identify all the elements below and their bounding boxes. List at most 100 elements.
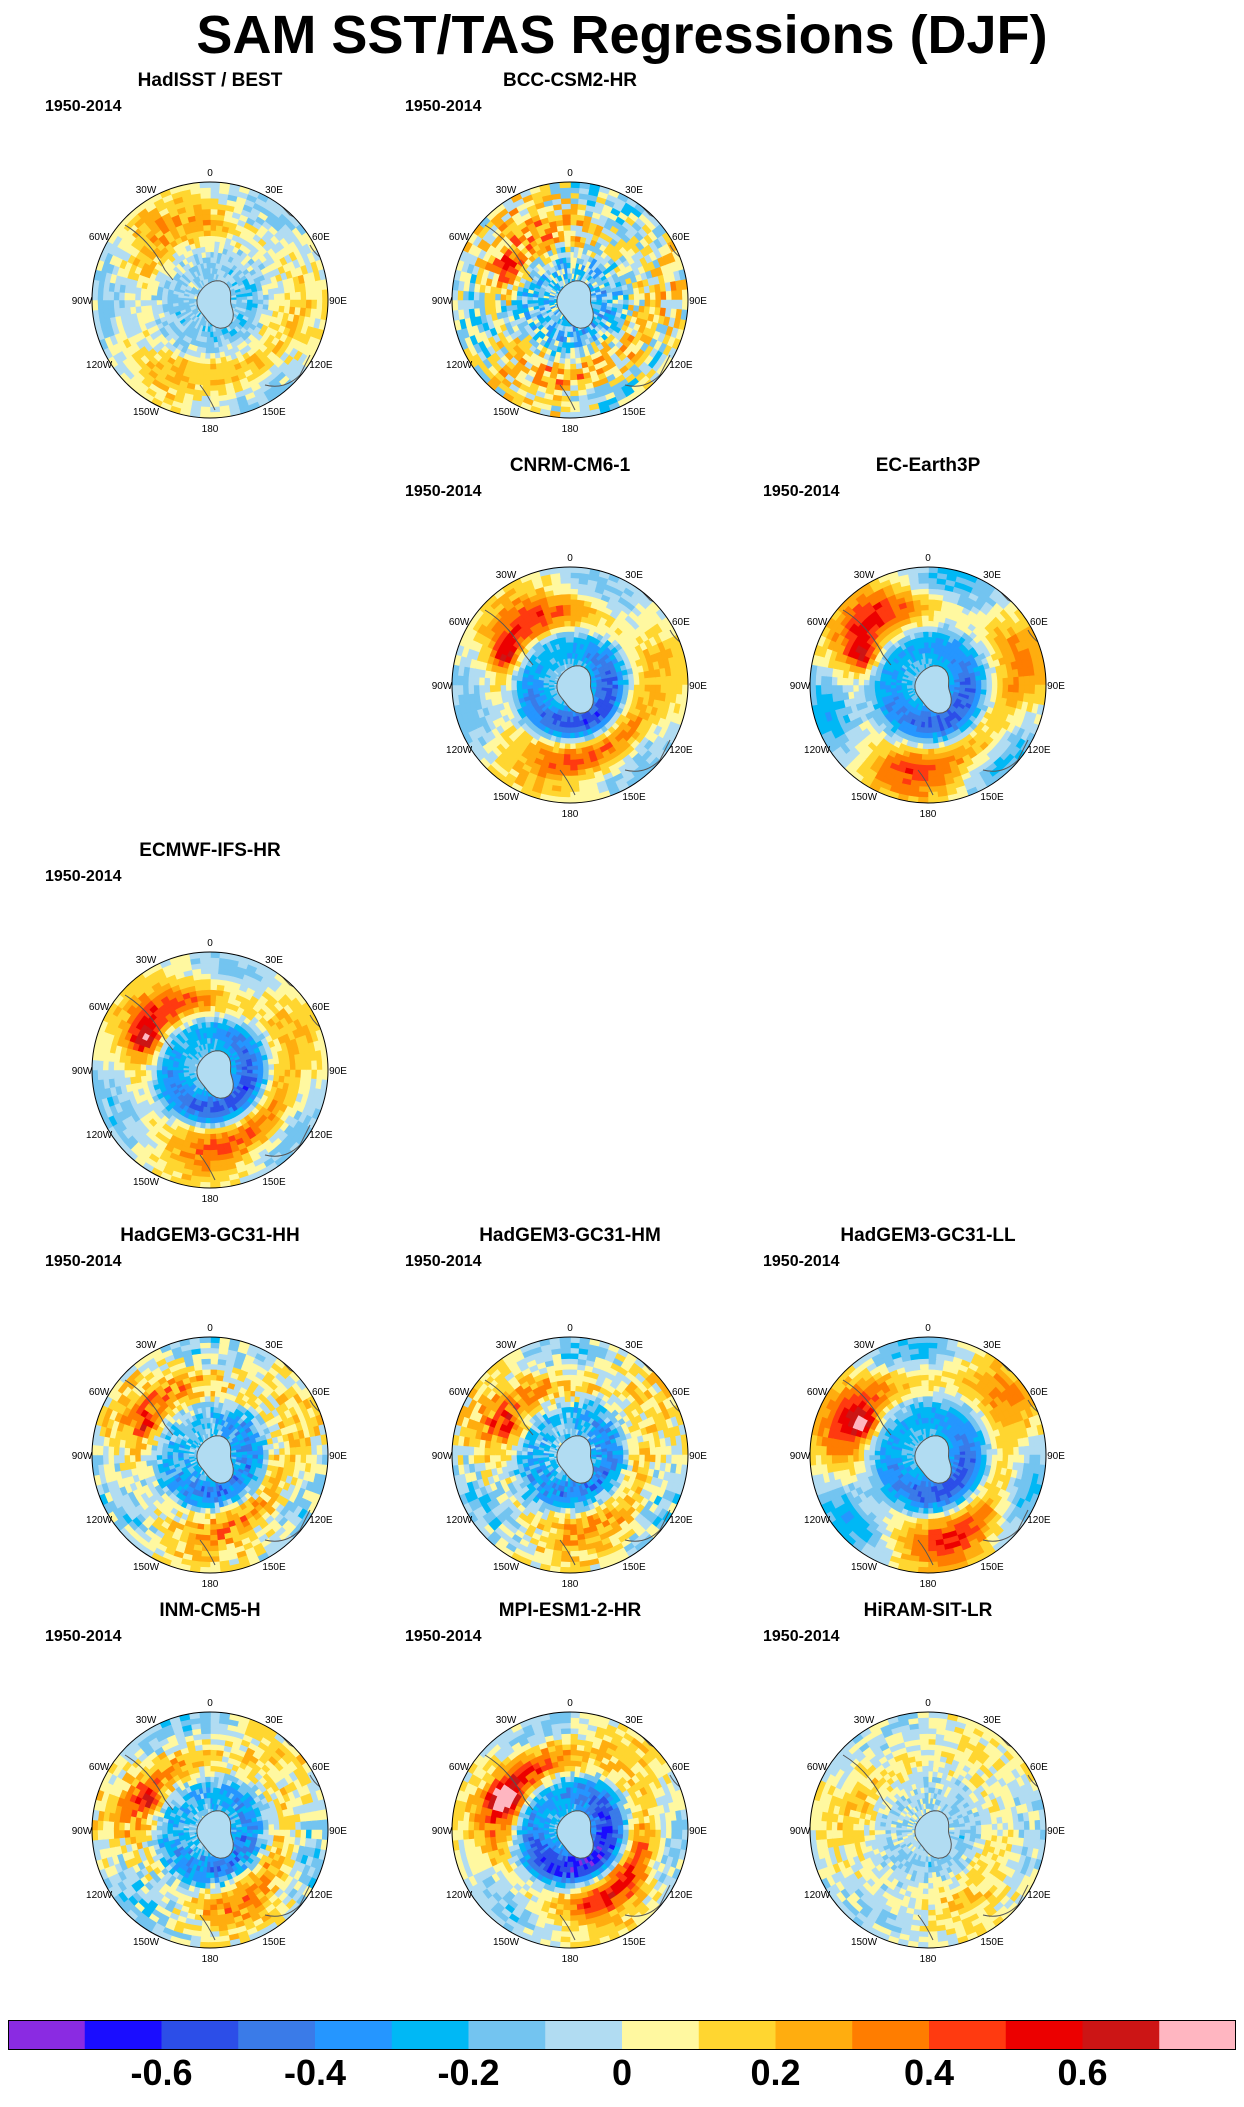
coastline (559, 769, 576, 796)
longitude-label: 60W (449, 1387, 470, 1398)
longitude-label: 150W (493, 792, 520, 803)
coastline (624, 1509, 671, 1542)
panel-title: HadGEM3-GC31-LL (840, 1225, 1016, 1246)
coastline (124, 224, 174, 281)
colorbar-segment (8, 2020, 86, 2050)
coastline (842, 609, 892, 666)
longitude-label: 90E (1047, 1826, 1065, 1837)
regression-field (452, 1337, 688, 1573)
map-boundary (451, 566, 689, 804)
map-panel: INM-CM5-H 1950-2014 0 30E 60E 90E 120E 150E 180 1… (25, 1600, 395, 1980)
longitude-label: 60E (312, 1002, 330, 1013)
map-panel: BCC-CSM2-HR 1950-2014 0 30E 60E 90E 120E 150E 18… (385, 70, 755, 450)
longitude-label: 180 (202, 424, 219, 435)
polar-map: 0 30E 60E 90E 120E 150E 180 150W 120W 90W 60W 30W (72, 1698, 348, 1965)
colorbar-segment (1159, 2020, 1236, 2050)
map-boundary (451, 181, 689, 419)
coastline (199, 1539, 216, 1566)
colorbar (8, 2020, 1236, 2050)
longitude-label: 90W (72, 1451, 93, 1462)
coastline (124, 994, 174, 1051)
polar-map: 0 30E 60E 90E 120E 150E 180 150W 120W 90W 60W 30W (72, 168, 348, 435)
longitude-label: 120E (669, 1890, 693, 1901)
coastline (917, 1539, 934, 1566)
longitude-label: 30W (136, 1340, 157, 1351)
polar-map: 0 30E 60E 90E 120E 150E 180 150W 120W 90W 60W 30W (432, 1323, 708, 1590)
map-boundary (91, 1336, 329, 1574)
map-panel: MPI-ESM1-2-HR 1950-2014 0 30E 60E 90E 120E 150E… (385, 1600, 755, 1980)
regression-field (810, 1337, 1046, 1573)
longitude-label: 90E (1047, 681, 1065, 692)
figure-title: SAM SST/TAS Regressions (DJF) (196, 5, 1048, 65)
coastline (264, 354, 311, 387)
colorbar-tick-label: -0.4 (283, 2052, 347, 2093)
colorbar-segment (622, 2020, 700, 2050)
antarctica-outline (196, 280, 234, 329)
colorbar-frame (8, 2020, 1236, 2050)
coastline (199, 1914, 216, 1941)
panel-period: 1950-2014 (763, 1253, 840, 1270)
panel-period: 1950-2014 (763, 483, 840, 500)
longitude-label: 150W (851, 1562, 878, 1573)
map-panel: HadISST / BEST 1950-2014 0 30E 60E 90E 120E 150… (25, 70, 395, 450)
colorbar-segment (468, 2020, 546, 2050)
longitude-label: 30E (265, 1715, 283, 1726)
longitude-label: 180 (920, 809, 937, 820)
regression-field (92, 182, 328, 418)
regression-field (452, 1712, 688, 1948)
longitude-label: 60W (449, 1762, 470, 1773)
antarctica-outline (914, 1810, 952, 1859)
panel-period: 1950-2014 (763, 1628, 840, 1645)
map-boundary (451, 1711, 689, 1949)
panel-title: HadISST / BEST (137, 70, 283, 91)
polar-map: 0 30E 60E 90E 120E 150E 180 150W 120W 90W 60W 30W (790, 553, 1066, 820)
longitude-label: 90E (329, 296, 347, 307)
longitude-label: 180 (202, 1954, 219, 1965)
longitude-label: 120W (446, 360, 473, 371)
polar-map: 0 30E 60E 90E 120E 150E 180 150W 120W 90W 60W 30W (432, 553, 708, 820)
longitude-label: 30W (496, 1715, 517, 1726)
longitude-label: 90E (689, 1826, 707, 1837)
longitude-label: 150E (262, 1937, 286, 1948)
map-panel: ECMWF-IFS-HR 1950-2014 0 30E 60E 90E 120E 150E 1… (25, 840, 395, 1220)
regression-field (452, 182, 688, 418)
map-panel: CNRM-CM6-1 1950-2014 0 30E 60E 90E 120E 150E 180… (385, 455, 755, 835)
panel-title: HiRAM-SIT-LR (863, 1600, 993, 1621)
longitude-label: 120E (309, 1130, 333, 1141)
map-boundary (809, 1711, 1047, 1949)
coastline (624, 739, 671, 772)
coastline (842, 1754, 892, 1811)
longitude-label: 120W (804, 745, 831, 756)
longitude-label: 60W (89, 232, 110, 243)
panel-title: MPI-ESM1-2-HR (498, 1600, 642, 1621)
longitude-label: 0 (207, 168, 213, 179)
longitude-label: 180 (562, 809, 579, 820)
panel-title: INM-CM5-H (159, 1600, 261, 1621)
longitude-label: 30W (854, 1715, 875, 1726)
longitude-label: 30E (265, 955, 283, 966)
longitude-label: 150E (622, 407, 646, 418)
longitude-label: 30W (496, 1340, 517, 1351)
longitude-label: 60W (449, 232, 470, 243)
coastline (264, 1509, 311, 1542)
panel-title: CNRM-CM6-1 (509, 455, 631, 476)
map-panel: HadGEM3-GC31-HH 1950-2014 0 30E 60E 90E 120E 15… (25, 1225, 395, 1605)
longitude-label: 90W (432, 681, 453, 692)
map-boundary (809, 566, 1047, 804)
coastline (624, 354, 671, 387)
longitude-label: 0 (207, 1698, 213, 1709)
longitude-label: 30E (265, 1340, 283, 1351)
panel-title: BCC-CSM2-HR (502, 70, 638, 91)
longitude-label: 0 (207, 1323, 213, 1334)
longitude-label: 120E (669, 745, 693, 756)
longitude-label: 30E (983, 570, 1001, 581)
panel-period: 1950-2014 (45, 1253, 122, 1270)
longitude-label: 120W (804, 1890, 831, 1901)
longitude-label: 150E (980, 792, 1004, 803)
longitude-label: 90W (432, 1826, 453, 1837)
longitude-label: 150E (980, 1562, 1004, 1573)
antarctica-outline (556, 665, 594, 714)
colorbar-segment (84, 2020, 162, 2050)
panel-period: 1950-2014 (405, 1628, 482, 1645)
antarctica-outline (556, 280, 594, 329)
